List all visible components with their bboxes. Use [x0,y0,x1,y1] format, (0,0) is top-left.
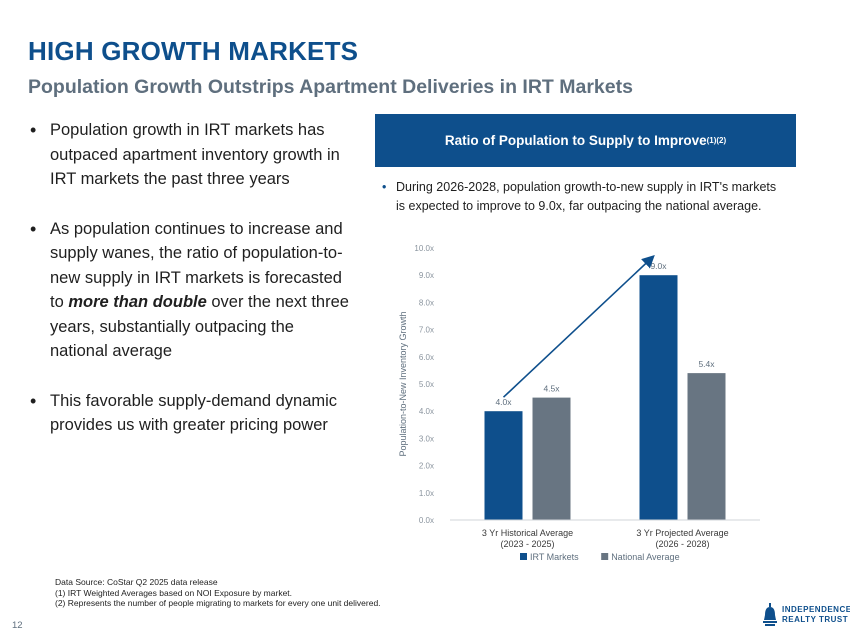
bullet-list: Population growth in IRT markets has out… [30,118,350,463]
y-tick-label: 4.0x [419,407,434,416]
logo-line-1: INDEPENDENCE [782,605,850,614]
y-tick-label: 5.0x [419,380,434,389]
bullet-item-3: This favorable supply-demand dynamic pro… [30,389,350,438]
bar-value-label: 4.5x [543,384,560,394]
bell-logo-icon [763,603,777,626]
y-axis-label: Population-to-New Inventory Growth [398,311,408,456]
legend-swatch [601,553,609,560]
y-tick-label: 0.0x [419,516,434,525]
page-subtitle: Population Growth Outstrips Apartment De… [28,76,633,98]
bullet-item-1: Population growth in IRT markets has out… [30,118,350,192]
x-tick-label: 3 Yr Historical Average [482,528,573,538]
y-tick-label: 8.0x [419,298,434,307]
ratio-bar-chart: 0.0x 1.0x 2.0x 3.0x 4.0x 5.0x 6.0x 7.0x 8.0x 9.0x… [398,244,760,562]
chart-panel-note: During 2026-2028, population growth-to-n… [382,178,786,216]
bar [687,373,726,520]
bullet-2-text-start: As population continues to increase and … [50,219,343,312]
y-tick-label: 1.0x [419,489,434,498]
bar-value-label: 5.4x [698,359,715,369]
footnotes: Data Source: CoStar Q2 2025 data release… [55,577,381,609]
bullet-2-emphasis: more than double [68,293,207,311]
growth-arrow [502,255,655,398]
legend-label: IRT Markets [530,552,579,562]
y-tick-label: 10.0x [414,244,434,253]
y-tick-label: 7.0x [419,326,434,335]
bar [639,275,678,520]
x-tick-label: 3 Yr Projected Average [636,528,728,538]
logo-wordmark: INDEPENDENCE REALTY TRUST [782,605,850,625]
bar-value-label: 4.0x [495,397,512,407]
bar [532,397,571,520]
x-tick-sublabel: (2023 - 2025) [500,539,554,549]
chart-panel-footnote-ref: (1)(2) [706,136,727,145]
logo-line-2: REALTY TRUST [782,615,849,624]
bullet-item-2: As population continues to increase and … [30,217,350,364]
y-tick-label: 2.0x [419,462,434,471]
y-tick-label: 9.0x [419,271,434,280]
bar [484,411,523,520]
page-title: HIGH GROWTH MARKETS [28,36,359,66]
legend-label: National Average [611,552,679,562]
y-tick-label: 6.0x [419,353,434,362]
page-number: 12 [12,620,23,631]
bar-value-label: 9.0x [650,261,667,271]
x-tick-sublabel: (2026 - 2028) [655,539,709,549]
footnote-source: Data Source: CoStar Q2 2025 data release [55,577,218,587]
y-tick-label: 3.0x [419,434,434,443]
bullet-2-text-end: over the next three years, substantially… [50,293,349,360]
footnote-1: (1) IRT Weighted Averages based on NOI E… [55,587,293,598]
chart-panel-title: Ratio of Population to Supply to Improve [444,133,707,148]
footnote-2: (2) Represents the number of people migr… [55,598,381,608]
chart-panel-header: Ratio of Population to Supply to Improve… [375,114,796,167]
company-logo: INDEPENDENCE REALTY TRUST [762,603,850,627]
legend-swatch [520,553,527,560]
